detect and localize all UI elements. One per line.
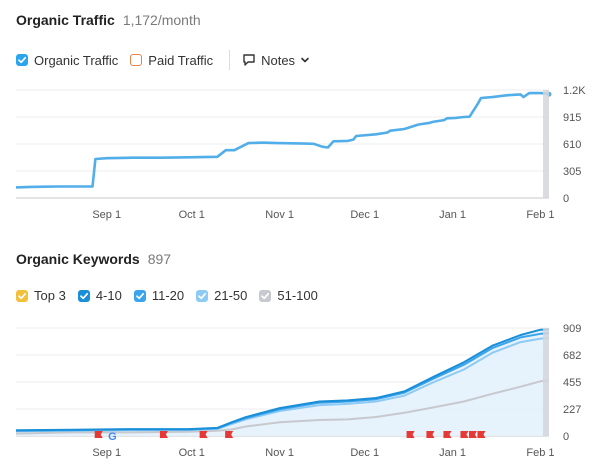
event-flag-icon[interactable] xyxy=(468,431,477,438)
traffic-legend: Organic Traffic Paid Traffic Notes xyxy=(16,50,310,70)
legend-4-10[interactable]: 4-10 xyxy=(77,288,122,303)
y-tick-label: 682 xyxy=(563,350,581,362)
checkbox-checked-icon[interactable] xyxy=(16,289,28,302)
y-tick-label: 909 xyxy=(563,323,581,335)
y-tick-label: 455 xyxy=(563,377,581,389)
event-flag-icon[interactable] xyxy=(94,431,103,438)
legend-label: Top 3 xyxy=(34,288,66,303)
legend-organic-traffic[interactable]: Organic Traffic xyxy=(16,53,118,68)
traffic-chart[interactable]: 1.2K 915 610 305 0 Sep 1 Oct 1 Nov 1 Dec 1 Jan 1 F… xyxy=(0,80,595,230)
x-tick-label: Nov 1 xyxy=(265,209,294,221)
traffic-header: Organic Traffic 1,172/month xyxy=(16,12,201,28)
organic-traffic-line xyxy=(15,91,550,189)
google-update-icon[interactable]: G xyxy=(108,431,117,443)
y-tick-label: 915 xyxy=(563,112,581,124)
x-tick-label: Jan 1 xyxy=(439,209,466,221)
event-flag-icon[interactable] xyxy=(426,431,435,438)
series-line-51-100 xyxy=(15,379,550,435)
keywords-summary: 897 xyxy=(147,251,172,267)
divider xyxy=(229,50,231,70)
x-tick-label: Feb 1 xyxy=(526,447,554,459)
legend-label: Organic Traffic xyxy=(34,52,119,68)
legend-label: 11-20 xyxy=(151,288,185,303)
legend-top-3[interactable]: Top 3 xyxy=(16,288,66,303)
x-tick-label: Oct 1 xyxy=(179,447,205,459)
x-tick-label: Sep 1 xyxy=(92,209,121,221)
y-tick-label: 227 xyxy=(563,404,581,416)
y-tick-label: 305 xyxy=(563,166,581,178)
checkbox-checked-icon[interactable] xyxy=(133,289,146,302)
x-tick-label: Sep 1 xyxy=(92,447,121,459)
legend-21-50[interactable]: 21-50 xyxy=(196,288,247,303)
current-period-highlight xyxy=(543,90,549,198)
current-period-highlight xyxy=(543,328,549,436)
traffic-summary: 1,172/month xyxy=(122,12,201,28)
checkbox-checked-icon[interactable] xyxy=(16,54,28,66)
series-line-4-10 xyxy=(15,328,550,432)
event-flag-icon[interactable] xyxy=(199,431,208,438)
traffic-title: Organic Traffic xyxy=(16,12,115,28)
keywords-legend: Top 3 4-10 11-20 21-50 51-100 xyxy=(16,288,330,303)
legend-label: Paid Traffic xyxy=(148,52,214,68)
keywords-header: Organic Keywords 897 xyxy=(16,251,171,267)
x-tick-label: Dec 1 xyxy=(350,209,379,221)
x-tick-label: Nov 1 xyxy=(265,447,294,459)
y-tick-label: 610 xyxy=(563,139,581,151)
notes-label: Notes xyxy=(261,52,296,68)
x-tick-label: Oct 1 xyxy=(179,209,205,221)
notes-dropdown[interactable]: Notes xyxy=(242,53,310,68)
event-flag-icon[interactable] xyxy=(159,431,168,438)
keywords-chart[interactable]: 909 682 455 227 0 G Sep 1 Oct 1 Nov 1 Dec 1 Jan 1 F… xyxy=(0,318,595,468)
x-tick-label: Feb 1 xyxy=(526,209,554,221)
y-tick-label: 0 xyxy=(563,193,569,205)
legend-label: 21-50 xyxy=(214,288,248,303)
legend-51-100[interactable]: 51-100 xyxy=(259,288,318,303)
keywords-area-fill xyxy=(16,329,549,436)
checkbox-checked-icon[interactable] xyxy=(259,289,272,302)
x-tick-label: Jan 1 xyxy=(439,447,466,459)
event-flag-icon[interactable] xyxy=(443,431,452,438)
checkbox-unchecked-icon[interactable] xyxy=(130,54,143,66)
checkbox-checked-icon[interactable] xyxy=(77,289,90,302)
event-flag-icon[interactable] xyxy=(460,431,469,438)
event-flag-icon[interactable] xyxy=(477,431,486,438)
legend-label: 51-100 xyxy=(277,288,318,303)
event-flag-icon[interactable] xyxy=(225,431,234,438)
notes-icon xyxy=(243,54,255,66)
checkbox-checked-icon[interactable] xyxy=(196,289,209,302)
legend-11-20[interactable]: 11-20 xyxy=(133,288,185,303)
y-tick-label: 1.2K xyxy=(563,85,586,97)
keywords-title: Organic Keywords xyxy=(16,251,140,267)
y-tick-label: 0 xyxy=(563,431,569,443)
event-flag-icon[interactable] xyxy=(406,431,415,438)
legend-label: 4-10 xyxy=(95,288,122,303)
legend-paid-traffic[interactable]: Paid Traffic xyxy=(130,53,213,68)
x-tick-label: Dec 1 xyxy=(350,447,379,459)
chevron-down-icon xyxy=(301,57,309,63)
